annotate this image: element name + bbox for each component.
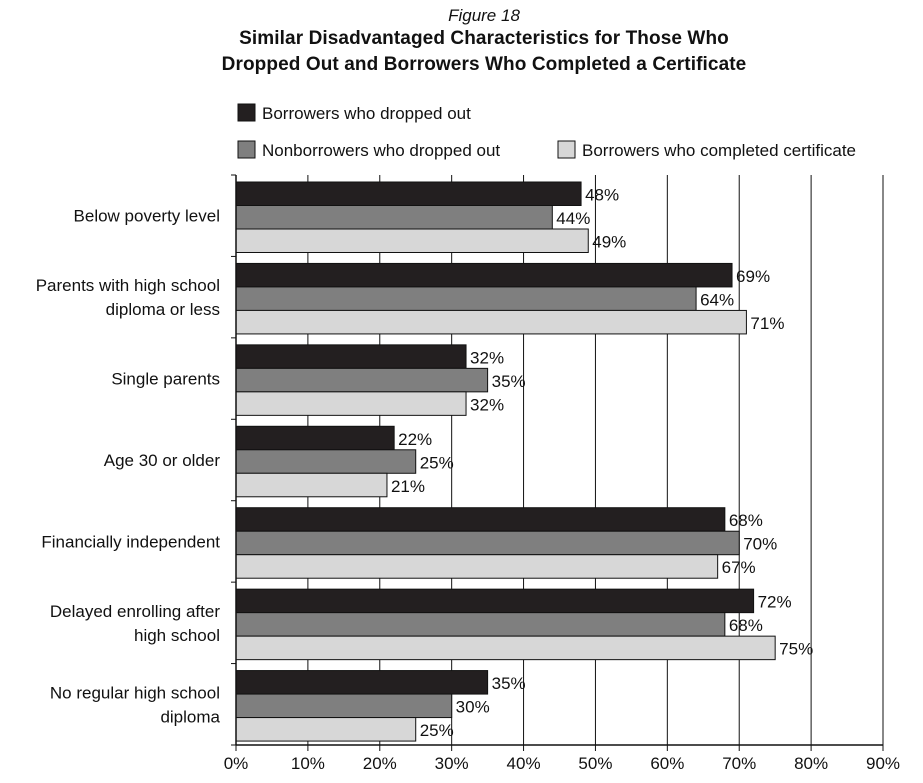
data-label-5-1: 68% [729,511,763,530]
data-label-6-1: 72% [758,593,792,612]
data-label-7-3: 25% [420,721,454,740]
bar-6-3 [235,635,776,661]
data-label-2-1: 69% [736,267,770,286]
bar-1-1 [235,181,582,206]
category-label-7-line-1: No regular high school [50,683,220,702]
data-label-4-3: 21% [391,477,425,496]
category-label-5: Financially independent [41,532,220,551]
bar-2-2 [235,286,697,311]
data-label-6-3: 75% [779,640,813,659]
x-tick-label-7: 70% [722,754,756,773]
bar-4-1 [235,425,395,451]
data-label-7-2: 30% [456,698,490,717]
category-label-6-line-2: high school [134,626,220,645]
category-label-6-line-1: Delayed enrolling after [50,602,220,621]
x-tick-label-9: 90% [866,754,900,773]
category-label-7-line-2: diploma [160,707,220,726]
bar-1-3 [235,228,589,253]
legend-swatch-2 [237,140,256,159]
category-label-4: Age 30 or older [104,451,221,470]
legend: Borrowers who dropped out Nonborrowers wh… [237,103,856,160]
bar-4-3 [235,472,388,498]
bar-5-2 [235,530,740,556]
bar-7-1 [235,670,489,695]
bars [235,181,776,742]
labels: 0% 10% 20% 30% 40% 50% 60% 70% 80% 90% 48% 44%49% Be… [36,186,900,774]
x-tick-label-0: 0% [224,754,249,773]
bar-1-2 [235,205,553,230]
bar-5-3 [235,554,719,579]
figure-label: Figure 18 [448,6,520,25]
data-label-1-3: 49% [592,233,626,252]
bar-5-1 [235,507,726,532]
data-label-6-2: 68% [729,616,763,635]
x-tick-label-6: 60% [650,754,684,773]
legend-swatch-3 [557,140,576,159]
bar-7-2 [235,693,453,719]
x-tick-label-2: 20% [363,754,397,773]
data-label-3-1: 32% [470,348,504,367]
axes [231,174,884,751]
data-label-5-3: 67% [722,558,756,577]
data-label-3-3: 32% [470,395,504,414]
x-tick-label-3: 30% [435,754,469,773]
legend-swatch-1 [237,103,256,122]
data-label-7-1: 35% [492,674,526,693]
data-label-5-2: 70% [743,535,777,554]
data-label-1-2: 44% [556,209,590,228]
category-label-2-line-1: Parents with high school [36,276,220,295]
category-label-3: Single parents [111,370,220,389]
bar-6-2 [235,612,726,637]
x-tick-label-4: 40% [507,754,541,773]
x-tick-label-1: 10% [291,754,325,773]
data-label-3-2: 35% [492,372,526,391]
category-label-1: Below poverty level [74,207,220,226]
bar-3-2 [235,367,489,393]
x-tick-label-5: 50% [578,754,612,773]
bar-2-1 [235,262,733,288]
bar-3-1 [235,344,467,369]
chart-title-line-2: Dropped Out and Borrowers Who Completed … [221,54,747,75]
bar-6-1 [235,588,755,614]
data-label-4-1: 22% [398,430,432,449]
legend-label-2: Nonborrowers who dropped out [262,141,500,160]
chart-title-line-1: Similar Disadvantaged Characteristics fo… [239,28,729,49]
category-label-2-line-2: diploma or less [106,300,220,319]
bar-4-2 [235,449,417,474]
data-label-2-3: 71% [750,314,784,333]
legend-label-3: Borrowers who completed certificate [582,141,856,160]
legend-label-1: Borrowers who dropped out [262,104,471,123]
data-label-1-1: 48% [585,186,619,205]
bar-3-3 [235,391,467,416]
x-tick-label-8: 80% [794,754,828,773]
data-label-2-2: 64% [700,290,734,309]
bar-2-3 [235,309,747,335]
bar-7-3 [235,717,417,742]
data-label-4-2: 25% [420,453,454,472]
